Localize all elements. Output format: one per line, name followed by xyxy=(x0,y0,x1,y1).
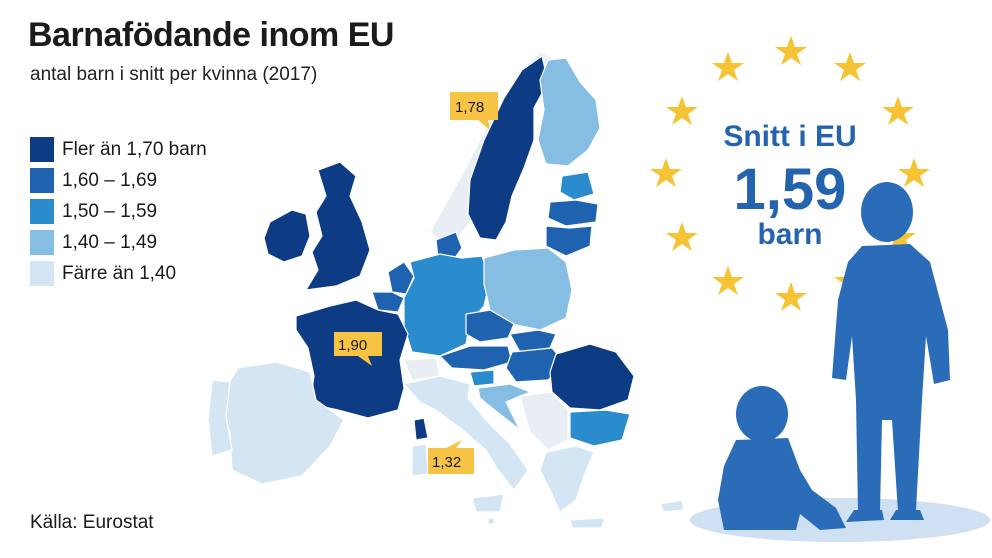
legend-swatch-3 xyxy=(30,199,54,224)
star-icon xyxy=(834,52,866,81)
eu-average-value: 1,59 xyxy=(733,157,847,222)
country-estonia xyxy=(559,171,595,201)
country-belgium xyxy=(371,291,405,313)
legend-label-5: Färre än 1,40 xyxy=(62,262,177,284)
callout-italy-value: 1,32 xyxy=(432,454,461,471)
star-icon xyxy=(666,96,698,125)
country-latvia xyxy=(547,199,599,227)
legend-item-4: 1,40 – 1,49 xyxy=(30,230,207,255)
standing-child-silhouette xyxy=(832,182,950,522)
country-france xyxy=(295,299,409,419)
star-icon xyxy=(882,96,914,125)
star-icon xyxy=(775,36,807,65)
callout-italy-bubble xyxy=(428,440,474,474)
legend-swatch-2 xyxy=(30,168,54,193)
legend-swatch-4 xyxy=(30,230,54,255)
country-slovenia xyxy=(469,369,495,387)
eu-average-label: Snitt i EU xyxy=(723,120,857,153)
source-note: Källa: Eurostat xyxy=(30,512,154,533)
callout-sweden-value: 1,78 xyxy=(455,99,484,116)
country-bulgaria xyxy=(569,409,631,447)
country-france-corsica xyxy=(413,417,429,441)
country-sweden xyxy=(467,55,549,241)
country-greece xyxy=(539,445,595,513)
chart-subtitle: antal barn i snitt per kvinna (2017) xyxy=(30,64,318,85)
callout-sweden: 1,78 xyxy=(450,92,498,130)
callout-italy: 1,32 xyxy=(428,440,474,474)
legend-item-2: 1,60 – 1,69 xyxy=(30,168,207,193)
country-italy xyxy=(403,375,529,491)
sitting-baby-silhouette xyxy=(718,386,846,530)
country-cyprus xyxy=(659,499,685,513)
country-lithuania xyxy=(545,225,593,257)
country-poland xyxy=(483,247,573,331)
chart-title: Barnafödande inom EU xyxy=(28,16,394,54)
legend-label-4: 1,40 – 1,49 xyxy=(62,231,158,253)
country-slovakia xyxy=(509,329,557,353)
region-balkans-non-eu xyxy=(519,391,569,451)
country-malta xyxy=(487,517,495,525)
callout-france: 1,90 xyxy=(334,332,382,366)
country-italy-sardinia xyxy=(411,443,429,477)
legend-item-3: 1,50 – 1,59 xyxy=(30,199,207,224)
callout-france-value: 1,90 xyxy=(338,337,367,354)
country-romania xyxy=(549,343,635,411)
eu-average-unit: barn xyxy=(757,218,823,251)
country-ireland xyxy=(263,209,311,263)
country-greece-crete xyxy=(569,517,605,529)
legend-swatch-1 xyxy=(30,137,54,162)
country-croatia xyxy=(477,383,531,431)
star-icon xyxy=(666,222,698,251)
country-finland xyxy=(537,57,601,167)
country-portugal xyxy=(207,379,233,457)
country-czechia xyxy=(465,309,515,343)
legend-label-2: 1,60 – 1,69 xyxy=(62,169,158,191)
legend-swatch-5 xyxy=(30,261,54,286)
country-italy-sicily xyxy=(471,493,505,513)
legend-label-1: Fler än 1,70 barn xyxy=(62,138,207,160)
star-icon xyxy=(650,158,682,187)
legend-label-3: 1,50 – 1,59 xyxy=(62,200,158,222)
star-icon xyxy=(712,52,744,81)
callout-france-bubble xyxy=(334,332,382,366)
callout-sweden-bubble xyxy=(450,92,498,130)
country-united-kingdom xyxy=(305,161,371,291)
star-icon xyxy=(712,266,744,295)
star-icon xyxy=(775,282,807,311)
legend: Fler än 1,70 barn 1,60 – 1,69 1,50 – 1,5… xyxy=(30,137,207,292)
star-icon xyxy=(898,158,930,187)
legend-item-5: Färre än 1,40 xyxy=(30,261,207,286)
legend-item-1: Fler än 1,70 barn xyxy=(30,137,207,162)
